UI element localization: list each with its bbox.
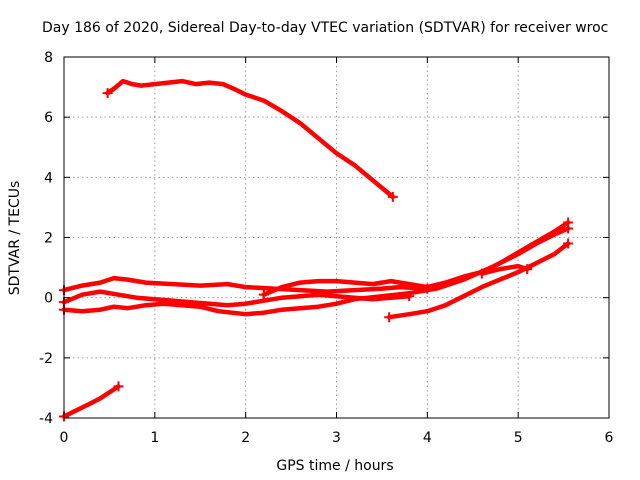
series-arc-7 bbox=[384, 238, 574, 323]
y-tick-label: 2 bbox=[44, 231, 53, 247]
series-line bbox=[386, 241, 571, 320]
series-point-marker bbox=[384, 312, 395, 323]
y-tick-label: 0 bbox=[44, 291, 53, 307]
series-line bbox=[61, 275, 430, 294]
series-arc-6 bbox=[258, 217, 574, 300]
series-point-marker bbox=[404, 291, 415, 302]
tick-layer: 0 1 2 3 4 5 6 -4 -2 0 2 4 6 8 bbox=[39, 50, 614, 446]
series-line bbox=[105, 78, 396, 200]
y-tick-label: -2 bbox=[39, 351, 53, 367]
series-arc-1 bbox=[102, 78, 398, 202]
series-point-marker bbox=[563, 217, 574, 228]
series-arc-2 bbox=[59, 381, 124, 422]
x-tick-label: 4 bbox=[423, 430, 432, 446]
series-point-marker bbox=[387, 191, 398, 202]
y-axis-label: SDTVAR / TECUs bbox=[7, 181, 23, 296]
series-point-marker bbox=[113, 381, 124, 392]
x-axis-label: GPS time / hours bbox=[276, 458, 393, 474]
chart-title: Day 186 of 2020, Sidereal Day-to-day VTE… bbox=[42, 20, 608, 36]
series-line bbox=[61, 384, 121, 419]
x-tick-label: 6 bbox=[605, 430, 614, 446]
series-arc-8 bbox=[476, 263, 533, 279]
series-point-marker bbox=[258, 289, 269, 300]
y-tick-label: -4 bbox=[39, 411, 53, 427]
x-tick-label: 2 bbox=[241, 430, 250, 446]
series-point-marker bbox=[476, 268, 487, 279]
series-line bbox=[61, 289, 412, 308]
series-point-marker bbox=[522, 264, 533, 275]
series-layer bbox=[59, 78, 574, 422]
y-tick-label: 6 bbox=[44, 110, 53, 126]
x-tick-label: 1 bbox=[150, 430, 159, 446]
series-point-marker bbox=[563, 238, 574, 249]
series-point-marker bbox=[102, 88, 113, 99]
x-tick-label: 3 bbox=[332, 430, 341, 446]
y-tick-label: 4 bbox=[44, 170, 53, 186]
grid-layer bbox=[64, 57, 609, 418]
y-tick-label: 8 bbox=[44, 50, 53, 66]
series-line bbox=[479, 263, 530, 276]
series-line bbox=[261, 220, 571, 297]
x-tick-label: 5 bbox=[514, 430, 523, 446]
x-tick-label: 0 bbox=[60, 430, 69, 446]
